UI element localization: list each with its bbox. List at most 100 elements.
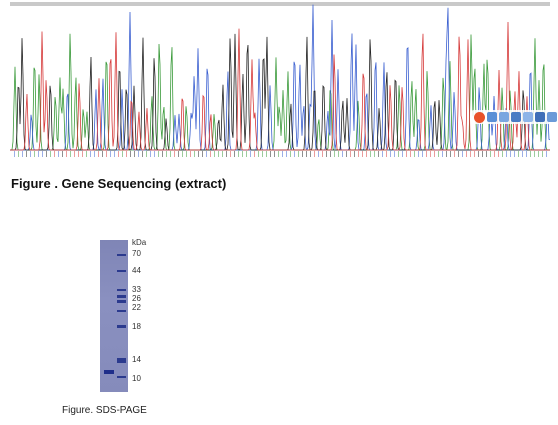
base-tick bbox=[82, 151, 83, 157]
base-tick bbox=[150, 151, 151, 157]
base-tick bbox=[406, 151, 407, 157]
base-tick bbox=[366, 151, 367, 157]
marker-band bbox=[117, 289, 126, 291]
base-tick bbox=[34, 151, 35, 157]
brush-icon[interactable] bbox=[547, 112, 557, 122]
base-tick bbox=[446, 151, 447, 157]
base-tick bbox=[146, 151, 147, 157]
base-tick bbox=[102, 151, 103, 157]
base-tick bbox=[290, 151, 291, 157]
base-tick bbox=[238, 151, 239, 157]
marker-ladder-labels: kDa 70 44 33 26 22 18 14 10 bbox=[128, 238, 168, 388]
base-tick bbox=[182, 151, 183, 157]
base-tick bbox=[438, 151, 439, 157]
gel-bands bbox=[104, 254, 126, 378]
nav-icon[interactable] bbox=[474, 111, 485, 123]
base-tick bbox=[114, 151, 115, 157]
base-tick bbox=[310, 151, 311, 157]
base-tick bbox=[62, 151, 63, 157]
base-tick bbox=[254, 151, 255, 157]
base-tick bbox=[286, 151, 287, 157]
base-tick bbox=[142, 151, 143, 157]
base-tick bbox=[134, 151, 135, 157]
base-tick bbox=[166, 151, 167, 157]
base-tick bbox=[126, 151, 127, 157]
base-tick bbox=[282, 151, 283, 157]
base-tick bbox=[410, 151, 411, 157]
chart-icon[interactable] bbox=[523, 112, 533, 122]
sds-page-gel-lane bbox=[100, 240, 128, 392]
base-tick bbox=[174, 151, 175, 157]
base-tick bbox=[302, 151, 303, 157]
base-tick bbox=[42, 151, 43, 157]
settings-icon[interactable] bbox=[535, 112, 545, 122]
basecall-strip bbox=[10, 2, 550, 6]
base-tick bbox=[26, 151, 27, 157]
marker-label: 14 bbox=[132, 355, 141, 364]
base-tick bbox=[314, 151, 315, 157]
base-tick bbox=[462, 151, 463, 157]
base-tick bbox=[90, 151, 91, 157]
base-tick bbox=[278, 151, 279, 157]
base-tick bbox=[374, 151, 375, 157]
base-tick bbox=[230, 151, 231, 157]
chromatogram-traces bbox=[10, 2, 550, 157]
base-tick bbox=[218, 151, 219, 157]
marker-label: 18 bbox=[132, 322, 141, 331]
base-tick bbox=[514, 151, 515, 157]
base-tick bbox=[478, 151, 479, 157]
base-tick bbox=[354, 151, 355, 157]
base-tick bbox=[486, 151, 487, 157]
marker-band bbox=[117, 360, 126, 363]
base-tick bbox=[266, 151, 267, 157]
base-tick bbox=[470, 151, 471, 157]
base-tick bbox=[58, 151, 59, 157]
base-tick bbox=[450, 151, 451, 157]
sequencing-figure-caption: Figure . Gene Sequencing (extract) bbox=[11, 176, 227, 191]
base-tick bbox=[318, 151, 319, 157]
marker-band bbox=[117, 254, 126, 256]
base-tick bbox=[118, 151, 119, 157]
base-tick bbox=[534, 151, 535, 157]
base-tick bbox=[46, 151, 47, 157]
link-icon[interactable] bbox=[499, 112, 509, 122]
base-tick bbox=[30, 151, 31, 157]
base-tick bbox=[170, 151, 171, 157]
base-tick bbox=[526, 151, 527, 157]
marker-label: 70 bbox=[132, 249, 141, 258]
base-tick bbox=[246, 151, 247, 157]
base-tick bbox=[242, 151, 243, 157]
base-tick bbox=[202, 151, 203, 157]
viewer-toolbar bbox=[472, 110, 558, 124]
base-tick bbox=[338, 151, 339, 157]
arrow-icon[interactable] bbox=[487, 112, 497, 122]
base-tick bbox=[194, 151, 195, 157]
base-tick bbox=[110, 151, 111, 157]
base-tick bbox=[78, 151, 79, 157]
base-tick bbox=[226, 151, 227, 157]
marker-label: 26 bbox=[132, 294, 141, 303]
base-tick bbox=[306, 151, 307, 157]
base-tick bbox=[418, 151, 419, 157]
sequencing-chromatogram bbox=[10, 0, 550, 160]
base-tick bbox=[358, 151, 359, 157]
base-tick bbox=[434, 151, 435, 157]
base-tick bbox=[546, 151, 547, 157]
base-tick bbox=[522, 151, 523, 157]
sds-page-figure-caption: Figure. SDS-PAGE bbox=[62, 405, 147, 416]
base-tick bbox=[86, 151, 87, 157]
base-tick bbox=[454, 151, 455, 157]
base-tick bbox=[38, 151, 39, 157]
marker-label: 44 bbox=[132, 266, 141, 275]
base-tick bbox=[326, 151, 327, 157]
base-tick bbox=[22, 151, 23, 157]
base-tick bbox=[298, 151, 299, 157]
base-tick bbox=[54, 151, 55, 157]
base-tick bbox=[498, 151, 499, 157]
base-tick bbox=[518, 151, 519, 157]
marker-band bbox=[117, 325, 126, 328]
search-icon[interactable] bbox=[511, 112, 521, 122]
base-tick bbox=[198, 151, 199, 157]
base-tick bbox=[274, 151, 275, 157]
base-tick bbox=[362, 151, 363, 157]
